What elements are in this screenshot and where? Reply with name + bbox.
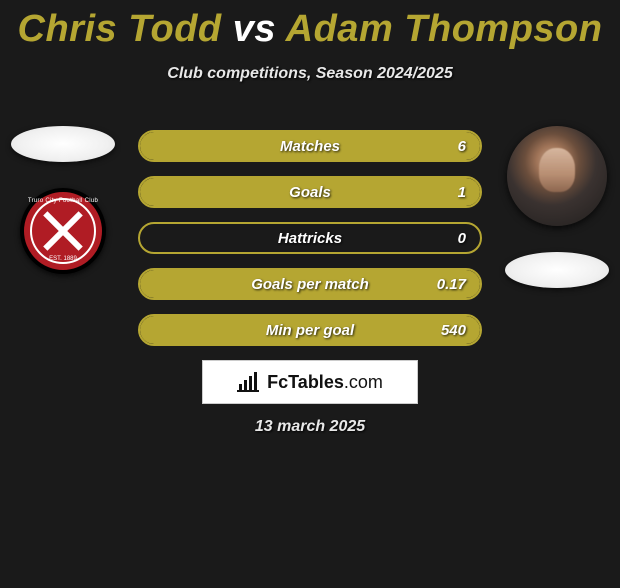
bar-chart-icon [237, 372, 261, 392]
stat-bar-matches: Matches 6 [138, 130, 482, 162]
brand-box[interactable]: FcTables.com [202, 360, 418, 404]
stat-value-right: 540 [441, 322, 466, 339]
stat-label: Goals per match [251, 276, 369, 293]
stat-bar-min-per-goal: Min per goal 540 [138, 314, 482, 346]
stat-label: Min per goal [266, 322, 354, 339]
subtitle: Club competitions, Season 2024/2025 [0, 65, 620, 83]
player2-club-badge-placeholder [505, 252, 609, 288]
club-badge-est: EST. 1889 [24, 256, 102, 262]
stat-label: Hattricks [278, 230, 342, 247]
stat-value-right: 1 [458, 184, 466, 201]
stat-label: Goals [289, 184, 331, 201]
club-badge-name: Truro City Football Club [24, 198, 102, 204]
date-text: 13 march 2025 [0, 418, 620, 436]
player2-name: Adam Thompson [286, 8, 603, 50]
player1-name: Chris Todd [18, 8, 222, 50]
player1-avatar-placeholder [11, 126, 115, 162]
right-player-column [502, 126, 612, 288]
stat-value-right: 6 [458, 138, 466, 155]
stat-bar-goals: Goals 1 [138, 176, 482, 208]
player1-club-badge: Truro City Football Club EST. 1889 [20, 188, 106, 274]
brand-bold: FcTables [267, 372, 344, 392]
stat-label: Matches [280, 138, 340, 155]
comparison-title: Chris Todd vs Adam Thompson [0, 8, 620, 51]
stat-value-right: 0.17 [437, 276, 466, 293]
brand-light: .com [344, 372, 383, 392]
stat-value-right: 0 [458, 230, 466, 247]
stats-container: Matches 6 Goals 1 Hattricks 0 Goals per … [138, 130, 482, 360]
stat-bar-goals-per-match: Goals per match 0.17 [138, 268, 482, 300]
brand-text: FcTables.com [267, 372, 383, 393]
left-player-column: Truro City Football Club EST. 1889 [8, 126, 118, 274]
player2-avatar [507, 126, 607, 226]
vs-text: vs [233, 8, 276, 50]
stat-bar-hattricks: Hattricks 0 [138, 222, 482, 254]
